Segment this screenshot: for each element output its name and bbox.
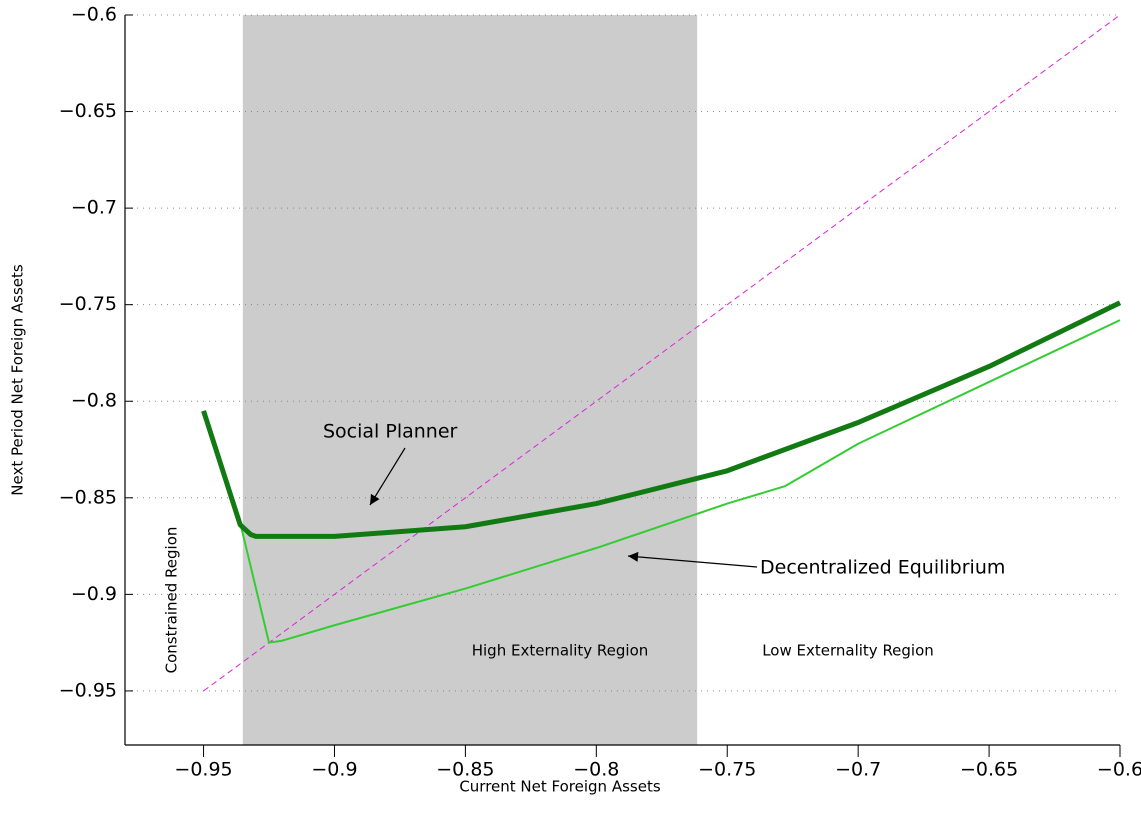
x-tick-label: −0.8	[573, 759, 619, 781]
series-label: Decentralized Equilibrium	[760, 557, 1005, 579]
y-tick-label: −0.9	[71, 583, 117, 605]
x-tick-label: −0.65	[960, 759, 1018, 781]
x-tick-label: −0.9	[311, 759, 357, 781]
annotation: Constrained Region	[163, 527, 181, 674]
y-tick-label: −0.7	[71, 197, 117, 219]
x-axis-label: Current Net Foreign Assets	[459, 778, 661, 796]
y-tick-label: −0.75	[59, 293, 117, 315]
annotation: High Externality Region	[472, 642, 649, 660]
series-line	[201, 300, 1122, 539]
series-label: Social Planner	[323, 421, 458, 443]
y-tick-label: −0.65	[59, 100, 117, 122]
y-axis-label: Next Period Net Foreign Assets	[9, 264, 27, 496]
x-tick-label: −0.75	[698, 759, 756, 781]
y-tick-label: −0.6	[71, 4, 117, 26]
x-tick-label: −0.85	[436, 759, 494, 781]
arrow	[369, 447, 406, 506]
annotation: Low Externality Region	[762, 642, 934, 660]
background-layer: −0.95 −0.9 −0.85 −0.8 −0.75 −0.7 −0.65 −0.6 −0.9…	[59, 4, 1141, 781]
x-tick-label: −0.7	[835, 759, 881, 781]
shaded-region	[242, 15, 698, 745]
series-line	[202, 319, 1121, 644]
y-tick-label: −0.85	[59, 486, 117, 508]
y-tick-label: −0.95	[59, 679, 117, 701]
arrow	[627, 551, 758, 568]
y-tick-label: −0.8	[71, 390, 117, 412]
x-tick-label: −0.6	[1097, 759, 1141, 781]
marks-layer	[201, 14, 1122, 692]
x-tick-label: −0.95	[174, 759, 232, 781]
